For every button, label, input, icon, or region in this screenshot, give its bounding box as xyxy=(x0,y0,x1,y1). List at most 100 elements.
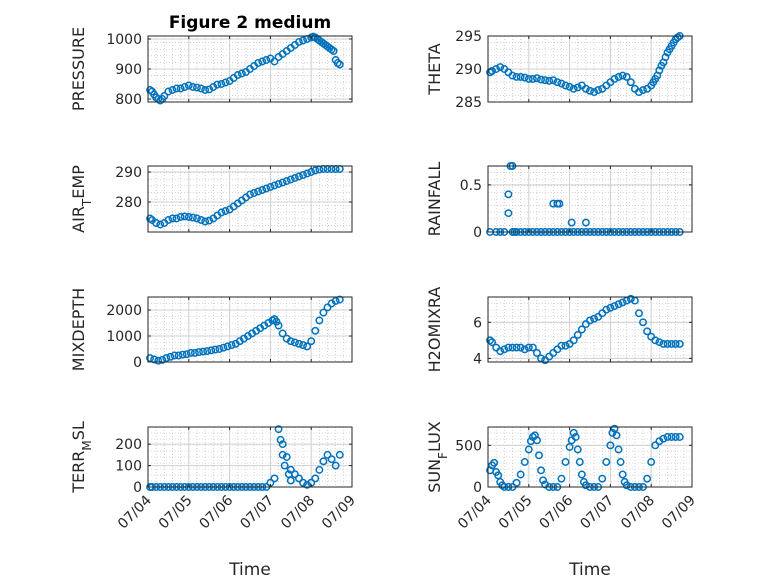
data-point xyxy=(258,186,267,194)
data-point xyxy=(278,440,287,449)
data-series xyxy=(486,294,684,365)
data-point xyxy=(303,342,312,351)
data-point xyxy=(250,189,259,197)
data-point xyxy=(303,480,312,489)
data-point xyxy=(606,303,615,312)
x-tick-label: 07/04 xyxy=(115,492,155,532)
data-point xyxy=(488,67,497,75)
data-point xyxy=(553,78,562,87)
data-point xyxy=(152,219,161,227)
data-point xyxy=(490,458,499,467)
data-point xyxy=(299,341,307,350)
data-point xyxy=(565,443,574,451)
data-point xyxy=(618,470,627,479)
data-point xyxy=(254,59,263,67)
data-point xyxy=(639,318,647,327)
data-point xyxy=(219,343,228,352)
data-point xyxy=(535,451,543,460)
data-point xyxy=(278,329,287,338)
data-point xyxy=(610,424,619,433)
y-tick-label: 0 xyxy=(473,480,482,496)
data-point xyxy=(197,84,205,93)
data-point xyxy=(557,341,566,350)
data-point xyxy=(335,450,344,459)
data-point xyxy=(667,433,676,441)
data-point xyxy=(299,36,307,45)
data-point xyxy=(610,302,619,310)
data-point xyxy=(661,53,670,62)
x-tick-label: 07/07 xyxy=(577,493,617,533)
data-point xyxy=(622,481,631,490)
data-point xyxy=(199,347,208,356)
data-point xyxy=(217,80,226,88)
axes-frame xyxy=(147,165,353,233)
data-point xyxy=(311,166,320,175)
data-point xyxy=(569,336,578,345)
data-point xyxy=(270,57,279,66)
y-tick-label: 290 xyxy=(115,165,142,181)
data-point xyxy=(610,74,619,83)
x-tick-label: 07/09 xyxy=(319,493,359,533)
data-point xyxy=(635,88,643,97)
data-point xyxy=(190,348,199,357)
y-axis-label: RAINFALL xyxy=(425,162,444,237)
subplot-second-left: 280 290 AIRTEMP xyxy=(69,165,353,233)
data-point xyxy=(577,470,586,479)
data-point xyxy=(643,327,652,336)
data-point xyxy=(274,425,283,434)
data-point xyxy=(512,343,521,352)
data-point xyxy=(172,84,181,93)
data-point xyxy=(258,57,267,66)
data-point xyxy=(494,471,503,480)
data-point xyxy=(164,87,173,96)
x-tick-label: 07/06 xyxy=(197,492,237,532)
data-point xyxy=(295,172,303,181)
data-point xyxy=(533,349,541,357)
data-point xyxy=(659,434,668,443)
data-point xyxy=(272,317,281,326)
data-point xyxy=(651,441,660,450)
data-point xyxy=(671,433,680,441)
data-point xyxy=(651,336,660,345)
y-tick-label: 1000 xyxy=(106,32,142,48)
y-axis-label: TERRMSL xyxy=(69,421,94,494)
data-point xyxy=(616,458,625,466)
data-point xyxy=(223,342,232,351)
data-point xyxy=(667,339,676,348)
data-point xyxy=(635,309,643,318)
data-point xyxy=(295,339,303,348)
data-point xyxy=(182,350,191,359)
data-point xyxy=(195,348,203,357)
data-point xyxy=(233,71,242,79)
data-series xyxy=(146,32,344,105)
data-point xyxy=(643,474,652,483)
data-point xyxy=(335,60,344,69)
data-point xyxy=(573,445,582,454)
data-point xyxy=(524,74,533,83)
data-point xyxy=(331,461,340,470)
data-point xyxy=(311,326,320,335)
data-point xyxy=(573,330,582,339)
y-tick-label: 100 xyxy=(115,459,142,475)
data-point xyxy=(528,74,537,83)
data-point xyxy=(221,207,230,215)
x-tick-label: 07/07 xyxy=(237,493,277,533)
data-point xyxy=(270,474,279,483)
data-point xyxy=(331,296,340,305)
data-point xyxy=(162,354,171,363)
data-point xyxy=(197,216,205,224)
axes-frame xyxy=(487,426,693,488)
data-point xyxy=(622,72,631,81)
x-tick-label: 07/06 xyxy=(537,492,577,532)
y-tick-label: 200 xyxy=(115,437,142,453)
data-point xyxy=(211,345,220,354)
data-point xyxy=(166,352,175,361)
data-series xyxy=(146,295,344,365)
y-axis-label: SUNFLUX xyxy=(425,421,450,493)
data-point xyxy=(299,171,307,179)
data-point xyxy=(655,338,664,347)
data-point xyxy=(675,339,684,348)
data-point xyxy=(270,181,279,190)
data-point xyxy=(561,341,570,350)
